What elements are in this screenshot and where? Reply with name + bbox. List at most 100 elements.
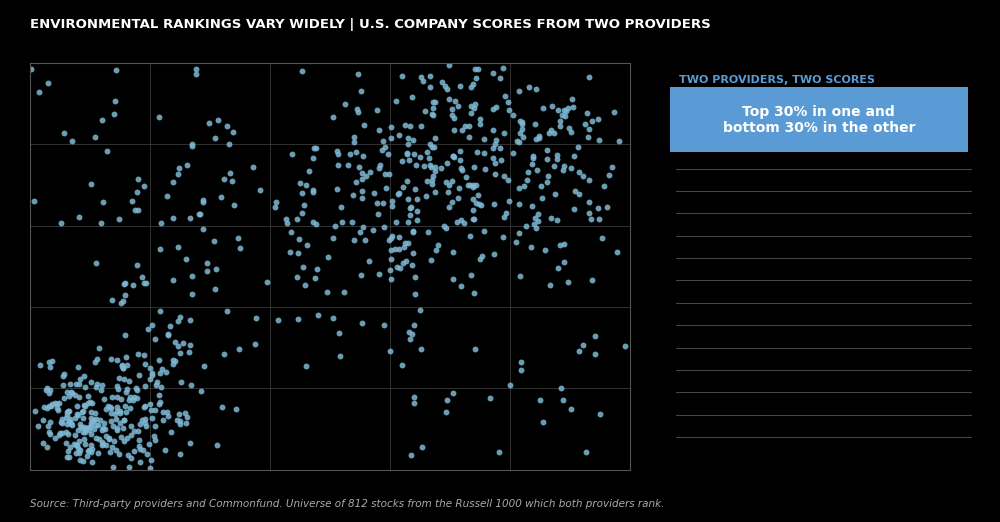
- Point: [414, 443, 430, 451]
- Point: [136, 351, 152, 359]
- Point: [547, 190, 563, 198]
- Point: [75, 457, 91, 465]
- Point: [279, 219, 295, 228]
- Point: [446, 114, 462, 122]
- Point: [98, 432, 114, 441]
- Point: [511, 87, 527, 95]
- Point: [468, 198, 484, 207]
- Point: [571, 168, 587, 176]
- Point: [566, 151, 582, 160]
- Point: [430, 241, 446, 249]
- Point: [90, 421, 106, 429]
- Point: [125, 281, 141, 289]
- Point: [398, 256, 414, 265]
- Point: [424, 176, 440, 185]
- Point: [591, 215, 607, 223]
- Point: [182, 438, 198, 447]
- Point: [445, 151, 461, 160]
- Point: [294, 189, 310, 197]
- Point: [109, 382, 125, 390]
- Point: [76, 372, 92, 381]
- Point: [487, 159, 503, 167]
- Point: [151, 400, 167, 408]
- Point: [136, 402, 152, 411]
- Point: [81, 426, 97, 435]
- Point: [71, 437, 87, 445]
- Point: [540, 172, 556, 180]
- Point: [407, 185, 423, 193]
- Point: [42, 363, 58, 371]
- Point: [498, 209, 514, 217]
- Point: [383, 255, 399, 264]
- Point: [549, 151, 565, 159]
- Point: [439, 159, 455, 168]
- Point: [58, 440, 74, 448]
- Point: [369, 199, 385, 208]
- Point: [179, 161, 195, 169]
- Point: [123, 431, 139, 439]
- Point: [371, 269, 387, 278]
- Point: [423, 163, 439, 171]
- Point: [63, 419, 79, 427]
- Point: [453, 164, 469, 173]
- Point: [409, 207, 425, 216]
- Point: [193, 387, 209, 396]
- Point: [294, 209, 310, 217]
- Point: [83, 430, 99, 438]
- Point: [184, 272, 200, 280]
- Point: [485, 126, 501, 135]
- Point: [617, 342, 633, 350]
- Point: [584, 117, 600, 125]
- Point: [384, 197, 400, 205]
- Point: [401, 328, 417, 337]
- Point: [416, 161, 432, 170]
- Point: [120, 451, 136, 459]
- Point: [137, 382, 153, 390]
- Point: [325, 113, 341, 121]
- Point: [550, 264, 566, 272]
- Point: [357, 236, 373, 244]
- Point: [601, 171, 617, 179]
- Point: [297, 281, 313, 290]
- Point: [543, 214, 559, 222]
- Point: [539, 155, 555, 163]
- Point: [86, 425, 102, 434]
- Point: [290, 315, 306, 324]
- Point: [606, 108, 622, 116]
- Point: [112, 407, 128, 416]
- Point: [103, 404, 119, 412]
- Point: [182, 214, 198, 222]
- Point: [445, 275, 461, 283]
- Point: [496, 212, 512, 221]
- Point: [115, 363, 131, 372]
- Point: [438, 224, 454, 233]
- Point: [457, 122, 473, 130]
- Point: [500, 98, 516, 106]
- Point: [534, 194, 550, 202]
- Point: [109, 407, 125, 416]
- Point: [557, 112, 573, 121]
- Point: [566, 204, 582, 212]
- Point: [171, 409, 187, 418]
- Point: [467, 345, 483, 353]
- Point: [564, 94, 580, 103]
- Point: [396, 242, 412, 251]
- Point: [23, 65, 39, 73]
- Point: [172, 420, 188, 429]
- Point: [413, 122, 429, 130]
- Point: [389, 263, 405, 271]
- Point: [68, 448, 84, 457]
- Point: [58, 414, 74, 422]
- Point: [525, 152, 541, 160]
- Point: [78, 424, 94, 432]
- Point: [409, 216, 425, 224]
- Point: [39, 404, 55, 412]
- Point: [283, 228, 299, 236]
- Point: [526, 220, 542, 228]
- Point: [390, 190, 406, 198]
- Point: [170, 316, 186, 325]
- Point: [452, 156, 468, 164]
- Point: [85, 416, 101, 424]
- Point: [403, 203, 419, 211]
- Point: [530, 210, 546, 218]
